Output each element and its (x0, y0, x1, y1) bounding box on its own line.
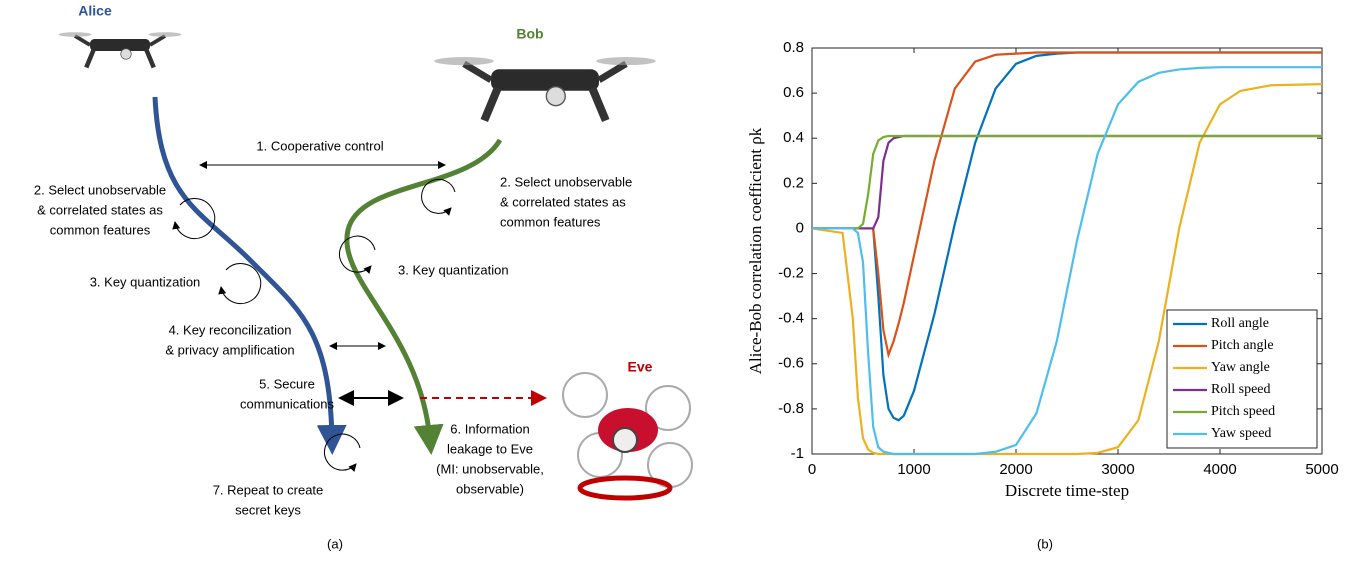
x-axis-label: Discrete time-step (1005, 481, 1129, 500)
step-label: (MI: unobservable, (436, 461, 544, 476)
step-label: 4. Key reconcilization (169, 322, 292, 337)
step-label: 2. Select unobservable (34, 182, 166, 197)
eve-label: Eve (628, 359, 653, 375)
x-tick-label: 2000 (999, 461, 1032, 478)
y-tick-label: 0.2 (783, 174, 804, 191)
legend-label: Yaw speed (1211, 426, 1271, 441)
step-label: & privacy amplification (165, 342, 294, 357)
figure: Alice Bob Eve 1. Cooperative control 2. S… (0, 0, 1365, 557)
step-label: 5. Secure (259, 376, 315, 391)
y-tick-label: 0.6 (783, 84, 804, 101)
x-tick-label: 5000 (1305, 461, 1338, 478)
x-tick-label: 1000 (897, 461, 930, 478)
step-label: & correlated states as (500, 194, 626, 209)
step-label: common features (50, 222, 151, 237)
chart: 0 1000 2000 3000 4000 5000 -1 -0.8 -0.6 -0.4 -0.2 0… (746, 39, 1339, 500)
series-line (812, 136, 1322, 228)
y-tick-label: -1 (791, 445, 804, 462)
x-tick-label: 4000 (1203, 461, 1236, 478)
alice-drone (59, 32, 182, 67)
step-label: observable) (456, 481, 524, 496)
caption: (b) (1037, 536, 1053, 551)
y-tick-label: 0 (796, 219, 804, 236)
step-label: 3. Key quantization (398, 262, 509, 277)
series-line (812, 136, 1322, 228)
legend-label: Roll speed (1211, 382, 1271, 397)
step-label: & correlated states as (37, 202, 163, 217)
caption: (a) (327, 536, 343, 551)
step-label: 1. Cooperative control (256, 138, 383, 153)
y-tick-label: 0.8 (783, 39, 804, 56)
legend-label: Yaw angle (1211, 360, 1270, 375)
legend-label: Roll angle (1211, 316, 1269, 331)
step-label: common features (500, 214, 601, 229)
step-label: 2. Select unobservable (500, 174, 632, 189)
x-tick-label: 3000 (1101, 461, 1134, 478)
step-label: communications (240, 396, 334, 411)
bob-label: Bob (516, 26, 543, 42)
y-tick-label: 0.4 (783, 129, 804, 146)
bob-path (347, 140, 500, 440)
eve-drone (563, 373, 692, 498)
y-tick-label: -0.4 (778, 310, 804, 327)
step-label: 7. Repeat to create (213, 482, 324, 497)
y-tick-label: -0.6 (778, 355, 804, 372)
y-axis-label: Alice-Bob correlation coefficient ρk (746, 127, 765, 374)
diagram: Alice Bob Eve 1. Cooperative control 2. S… (34, 3, 692, 518)
y-tick-label: -0.2 (778, 265, 804, 282)
step-label: secret keys (235, 502, 301, 517)
x-tick-label: 0 (808, 461, 816, 478)
series-line (812, 53, 1322, 355)
y-tick-label: -0.8 (778, 400, 804, 417)
step-label: leakage to Eve (447, 441, 533, 456)
bob-drone (434, 57, 655, 120)
step-label: 6. Information (450, 421, 530, 436)
step-label: 3. Key quantization (90, 274, 201, 289)
legend-label: Pitch angle (1211, 338, 1274, 353)
alice-label: Alice (78, 3, 112, 19)
legend-label: Pitch speed (1211, 404, 1275, 419)
